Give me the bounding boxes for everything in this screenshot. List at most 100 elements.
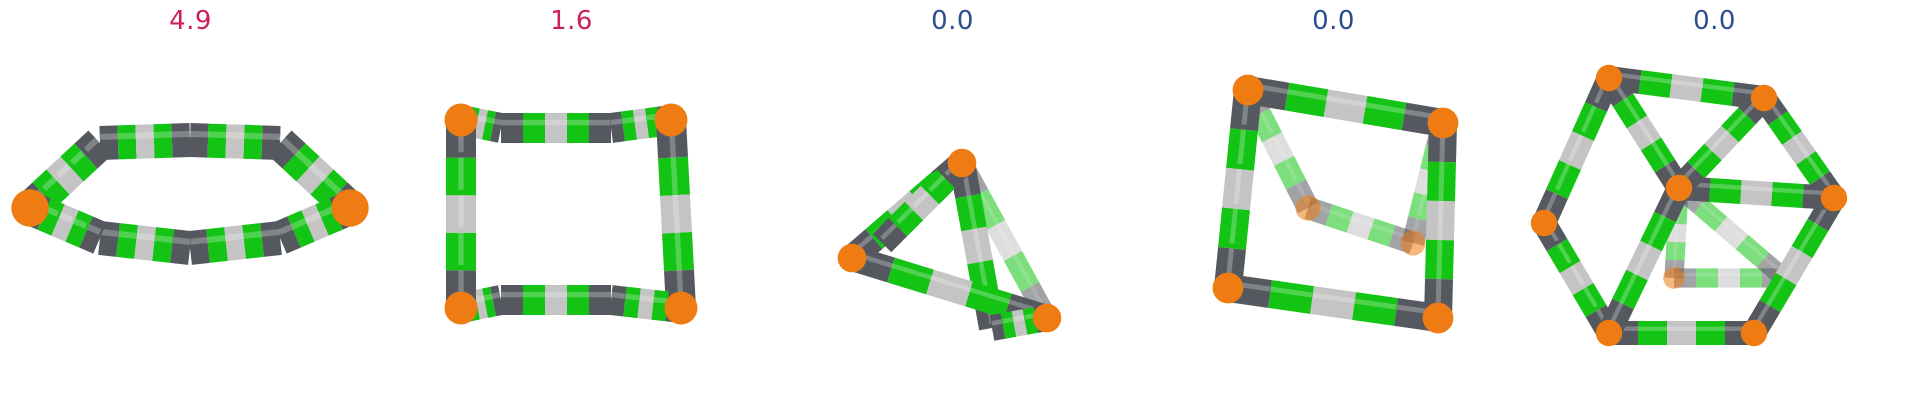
bond-segment xyxy=(153,123,173,159)
bond-segment xyxy=(989,313,1006,341)
node-atom xyxy=(444,291,478,325)
bond-highlight xyxy=(1436,234,1443,275)
bond-highlight xyxy=(492,118,502,126)
bond-segment xyxy=(1666,223,1687,243)
bond-segment xyxy=(660,194,692,234)
panel-2-value: 1.6 xyxy=(550,6,593,36)
panel-4-value: 0.0 xyxy=(1312,6,1355,36)
bond-segment xyxy=(1427,161,1456,202)
bond-highlight xyxy=(638,295,654,303)
bond-segment xyxy=(243,124,263,160)
bond-highlight xyxy=(1728,110,1749,132)
node-atom xyxy=(1295,195,1321,221)
bond-segment xyxy=(662,232,694,272)
bond-segment xyxy=(1346,211,1375,240)
bond-highlight xyxy=(153,131,173,139)
bond-highlight xyxy=(99,228,119,237)
panel-5-value: 0.0 xyxy=(1693,6,1736,36)
bond-highlight xyxy=(1270,132,1286,158)
bond-highlight xyxy=(1635,116,1653,141)
bond-highlight xyxy=(117,230,137,239)
bond-segment xyxy=(490,111,504,143)
node-atom xyxy=(1427,107,1459,139)
bond-highlight xyxy=(1740,237,1765,258)
node-atom xyxy=(444,103,478,137)
bond-highlight xyxy=(1229,203,1239,244)
bond-segment xyxy=(969,188,1006,231)
bond-segment xyxy=(296,156,334,195)
bond-segment xyxy=(609,285,627,317)
bond-highlight xyxy=(1237,124,1247,165)
bond-segment xyxy=(1775,245,1813,286)
bond-segment xyxy=(1700,78,1735,106)
bond-segment xyxy=(490,285,504,317)
bond-highlight xyxy=(1581,101,1598,133)
bond-segment xyxy=(1325,204,1354,233)
bond-segment xyxy=(1714,216,1749,250)
bond-segment xyxy=(287,210,315,248)
bond-highlight xyxy=(1011,251,1032,285)
panel-4: 0.0 xyxy=(1143,0,1524,416)
bond-highlight xyxy=(670,152,678,190)
bond-segment xyxy=(51,204,79,242)
bond-highlight xyxy=(968,287,1009,304)
bond-highlight xyxy=(277,134,297,153)
bond-highlight xyxy=(977,256,989,291)
bond-highlight xyxy=(1581,283,1598,308)
bond-segment xyxy=(1222,167,1254,211)
bond-highlight xyxy=(1282,155,1298,182)
bond-highlight xyxy=(1353,298,1397,310)
bond-segment xyxy=(1638,70,1673,98)
bond-highlight xyxy=(1286,89,1327,101)
bond-highlight xyxy=(890,263,931,280)
bond-segment xyxy=(920,169,956,205)
bond-segment xyxy=(1626,115,1662,151)
bond-segment xyxy=(273,216,301,254)
bond-highlight xyxy=(1698,201,1723,222)
bond-highlight xyxy=(1438,156,1445,197)
bond-segment xyxy=(224,225,246,261)
bond-segment xyxy=(887,257,934,295)
bond-segment xyxy=(1284,82,1329,118)
bond-segment xyxy=(206,227,228,263)
bond-highlight xyxy=(674,227,682,266)
bond-highlight xyxy=(622,116,636,124)
bond-highlight xyxy=(153,234,173,243)
bond-segment xyxy=(1669,74,1704,102)
bond-highlight xyxy=(484,116,494,124)
bond-segment xyxy=(225,124,245,159)
bond-highlight xyxy=(652,296,668,304)
bond-highlight xyxy=(1364,102,1405,114)
node-atom xyxy=(1212,272,1244,304)
panel-1-value: 4.9 xyxy=(169,6,212,36)
node-atom xyxy=(11,189,49,227)
bond-segment xyxy=(1704,125,1739,161)
bond-segment xyxy=(482,286,496,318)
bond-highlight xyxy=(965,190,977,225)
bond-segment xyxy=(268,130,306,169)
bond-highlight xyxy=(1776,112,1794,135)
bond-segment xyxy=(1250,108,1282,143)
bond-highlight xyxy=(1311,292,1355,304)
bond-segment xyxy=(888,201,924,237)
bond-highlight xyxy=(292,217,310,229)
bond-highlight xyxy=(135,232,155,241)
bond-highlight xyxy=(610,118,624,126)
bond-segment xyxy=(1000,311,1017,339)
bond-segment xyxy=(99,125,119,160)
bond-highlight xyxy=(1670,79,1703,88)
bond-segment xyxy=(904,185,940,221)
bond-segment xyxy=(1426,200,1455,241)
bond-highlight xyxy=(99,133,119,140)
bond-segment xyxy=(1268,280,1314,314)
bond-segment xyxy=(1559,260,1594,296)
bond-highlight xyxy=(1258,108,1274,135)
bond-highlight xyxy=(1328,209,1351,220)
bond-highlight xyxy=(912,188,932,208)
bond-segment xyxy=(926,269,973,307)
bond-highlight xyxy=(56,211,74,223)
bond-highlight xyxy=(1719,219,1744,240)
bond-segment xyxy=(961,226,993,265)
panel-3: 0.0 xyxy=(762,0,1143,416)
bond-highlight xyxy=(1621,269,1639,301)
